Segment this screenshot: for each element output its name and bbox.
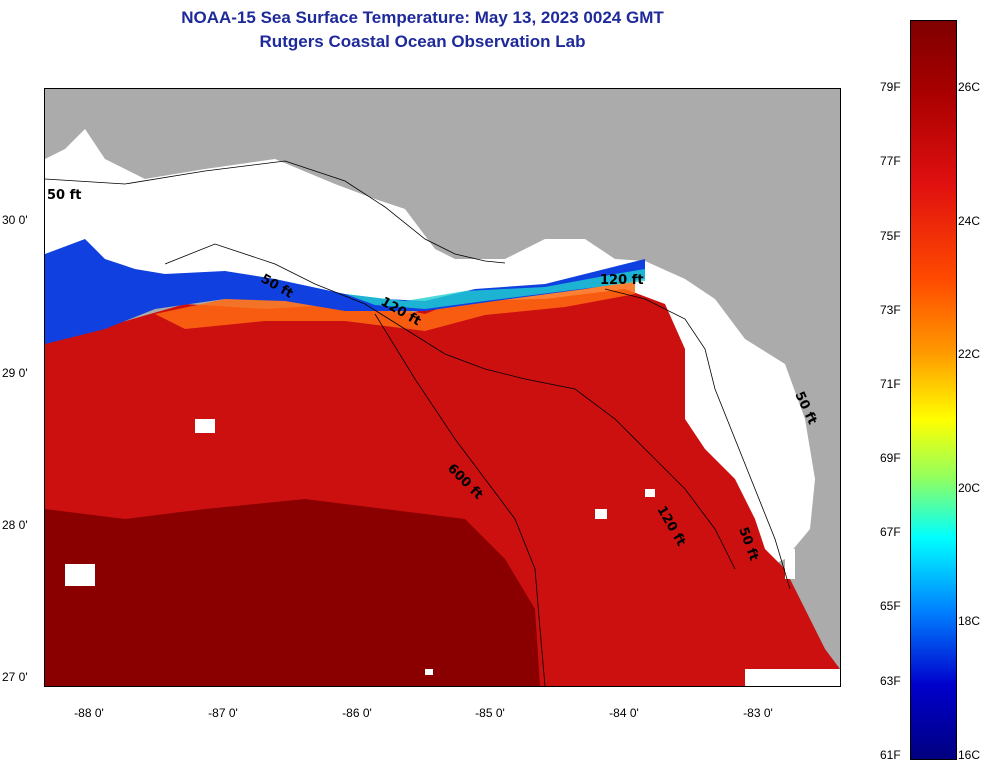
sst-map[interactable]: 50 ft 50 ft 120 ft 120 ft 600 ft 50 ft 1…	[44, 88, 841, 687]
lat-label-30: 30 0'	[2, 213, 28, 227]
colorbar-f-75: 75F	[880, 229, 901, 243]
colorbar-c-18: 18C	[958, 614, 981, 628]
lat-label-28: 28 0'	[2, 518, 28, 532]
sst-map-canvas: 50 ft 50 ft 120 ft 120 ft 600 ft 50 ft 1…	[45, 89, 840, 686]
contour-label-120ft-b: 120 ft	[600, 273, 644, 288]
colorbar-c-24: 24C	[958, 214, 981, 228]
lon-label-86: -86 0'	[342, 706, 372, 720]
title-block: NOAA-15 Sea Surface Temperature: May 13,…	[0, 6, 845, 54]
lon-label-83: -83 0'	[743, 706, 773, 720]
colorbar-c-22: 22C	[958, 347, 981, 361]
colorbar-f-69: 69F	[880, 451, 901, 465]
colorbar-f-71: 71F	[880, 377, 901, 391]
lat-label-29: 29 0'	[2, 366, 28, 380]
cloud-coastal-band	[45, 129, 815, 569]
colorbar-f-65: 65F	[880, 599, 901, 613]
sst-hot-pool	[45, 499, 540, 686]
colorbar-f-77: 77F	[880, 154, 901, 168]
contour-label-50ft-west: 50 ft	[47, 188, 82, 203]
colorbar-f-67: 67F	[880, 525, 901, 539]
colorbar-f-63: 63F	[880, 674, 901, 688]
depth-contours	[45, 160, 791, 686]
lon-label-85: -85 0'	[475, 706, 505, 720]
colorbar-c-20: 20C	[958, 481, 981, 495]
colorbar-f-79: 79F	[880, 80, 901, 94]
sst-cyan-edge	[345, 269, 645, 309]
map-subtitle: Rutgers Coastal Ocean Observation Lab	[259, 32, 586, 51]
lon-label-84: -84 0'	[609, 706, 639, 720]
colorbar-c-26: 26C	[958, 80, 981, 94]
lon-label-88: -88 0'	[74, 706, 104, 720]
colorbar-f-73: 73F	[880, 303, 901, 317]
lon-label-87: -87 0'	[208, 706, 238, 720]
lat-label-27: 27 0'	[2, 670, 28, 684]
temperature-colorbar	[910, 20, 957, 760]
map-title: NOAA-15 Sea Surface Temperature: May 13,…	[181, 8, 664, 27]
colorbar-c-16: 16C	[958, 748, 981, 762]
cloud-patches	[65, 419, 840, 686]
colorbar-f-61: 61F	[880, 748, 901, 762]
